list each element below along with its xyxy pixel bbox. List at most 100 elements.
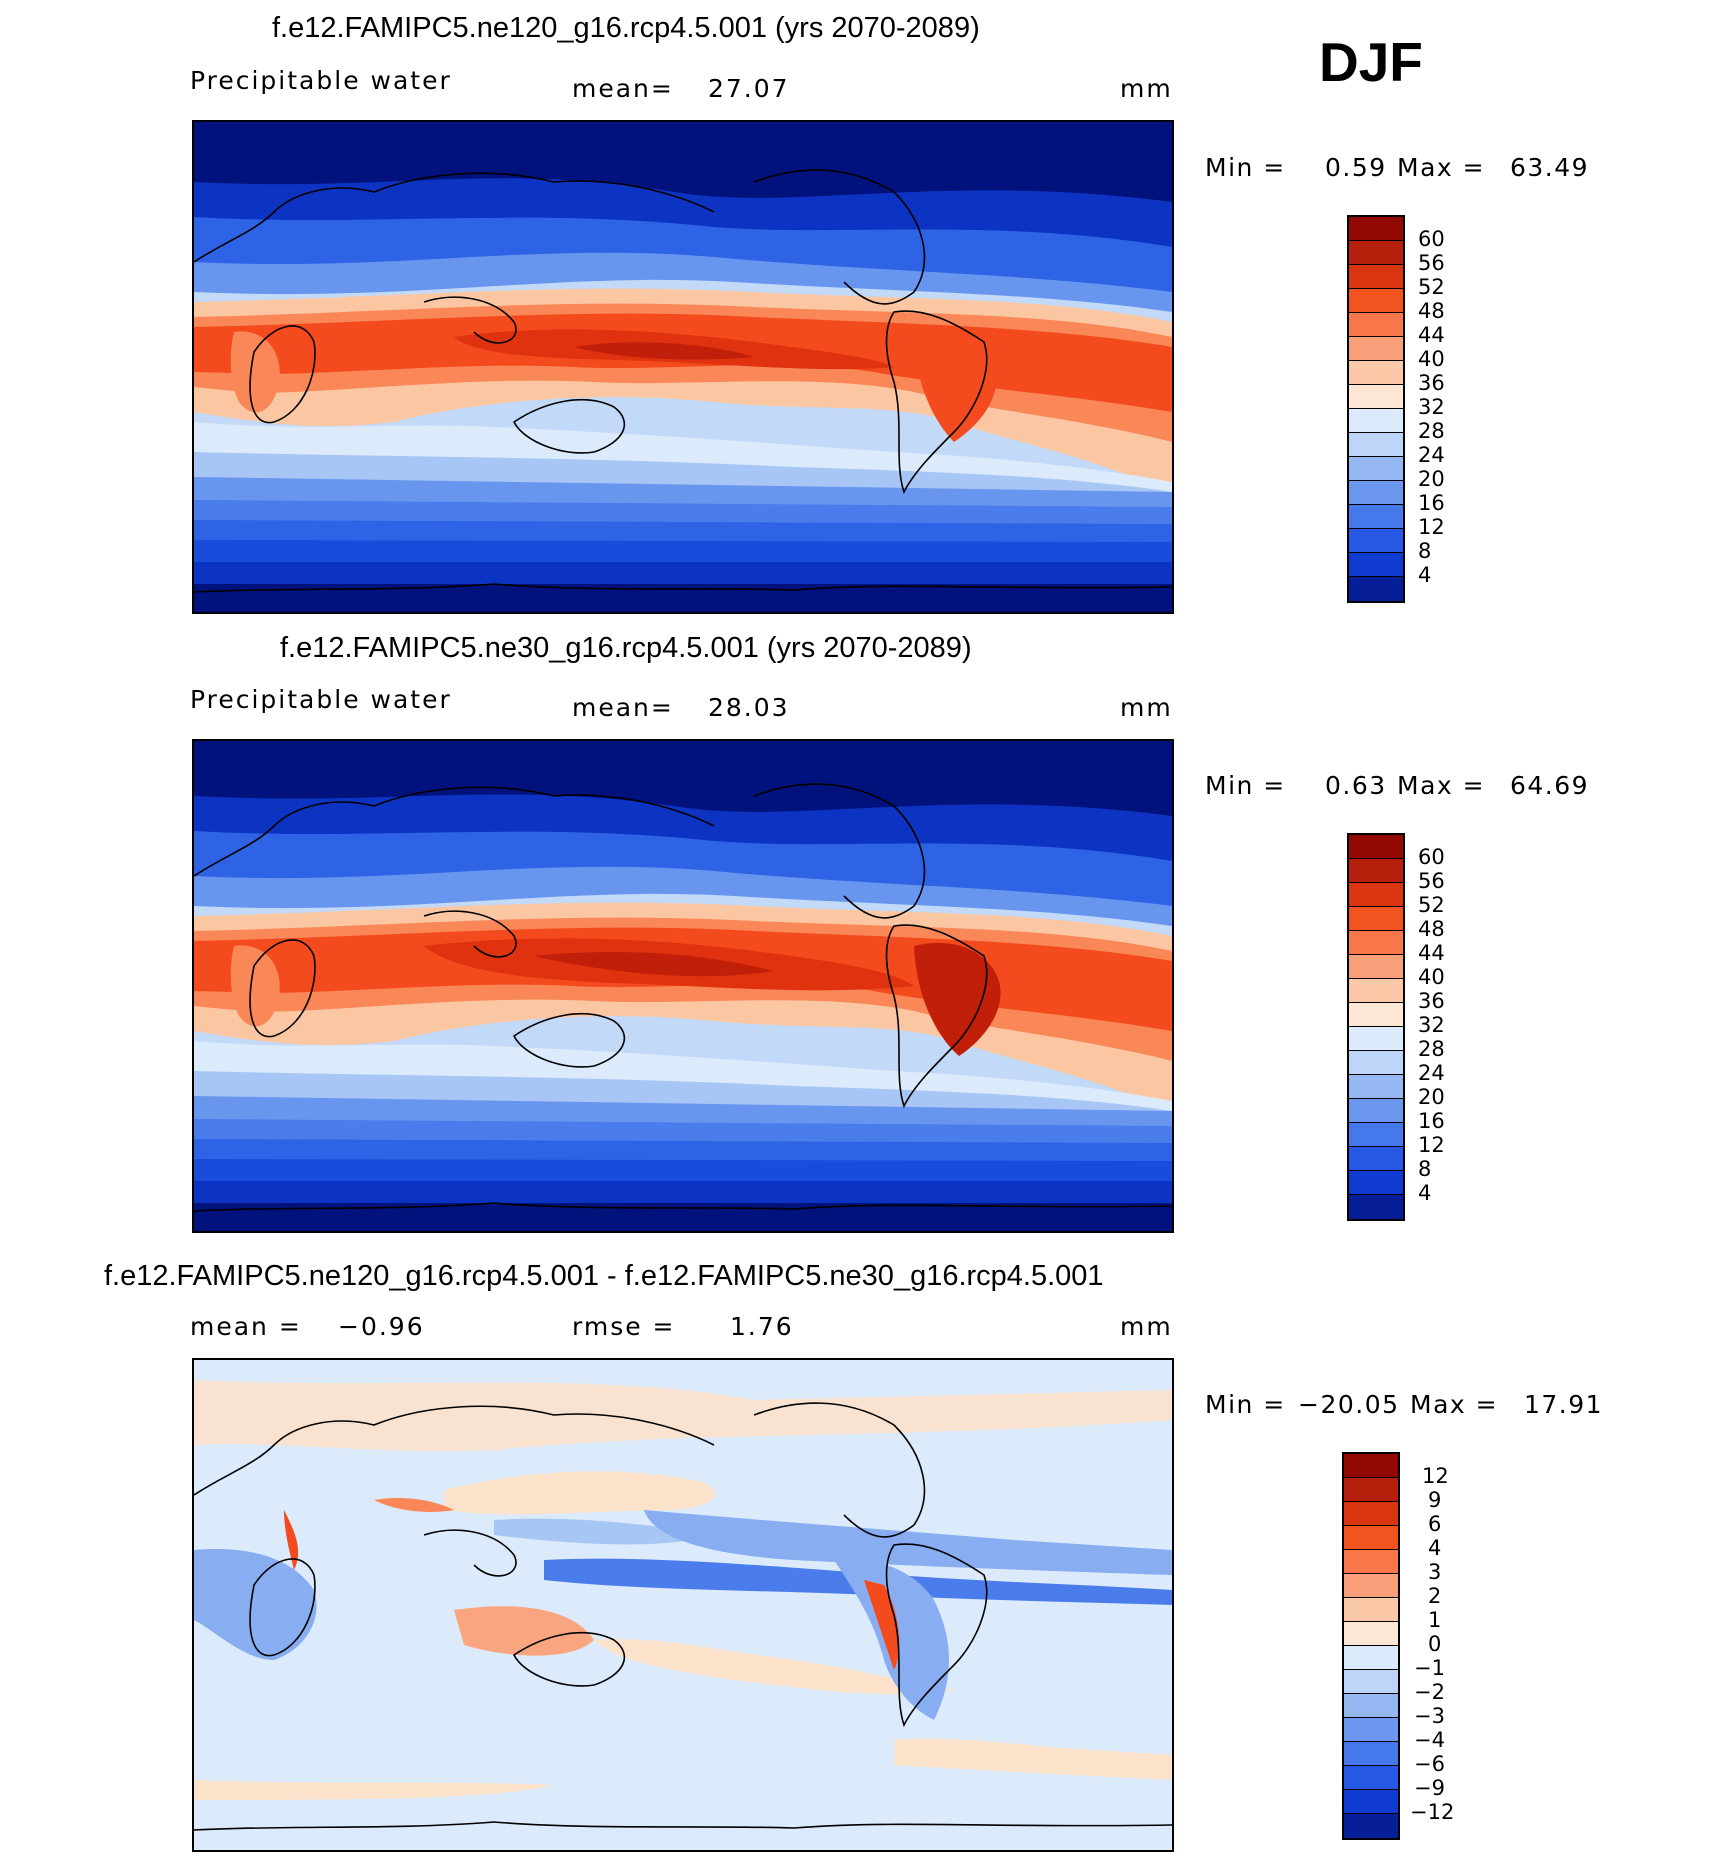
panel-2-tick: 40	[1418, 965, 1445, 989]
panel-2-tick: 20	[1418, 1085, 1445, 1109]
panel-2-tick: 56	[1418, 869, 1445, 893]
panel-3-tick: 0	[1428, 1632, 1442, 1656]
panel-1-variable-label: Precipitable water	[190, 66, 452, 95]
panel-3-rmse-label: rmse =	[572, 1312, 676, 1341]
panel-3-swatch	[1344, 1454, 1398, 1478]
panel-2-swatch	[1349, 1171, 1403, 1195]
panel-3-rmse-value: 1.76	[730, 1312, 794, 1341]
panel-2-tick: 12	[1418, 1133, 1445, 1157]
panel-2-swatch	[1349, 859, 1403, 883]
panel-3-swatch	[1344, 1718, 1398, 1742]
panel-3-tick: 3	[1428, 1560, 1442, 1584]
panel-2-tick: 36	[1418, 989, 1445, 1013]
panel-2-swatch	[1349, 1075, 1403, 1099]
panel-2-swatch	[1349, 979, 1403, 1003]
panel-2-tick: 8	[1418, 1157, 1432, 1181]
panel-2-variable-label: Precipitable water	[190, 685, 452, 714]
panel-1-swatch	[1349, 529, 1403, 553]
panel-3-tick: −12	[1410, 1800, 1455, 1824]
panel-3-swatch	[1344, 1574, 1398, 1598]
panel-1-tick: 40	[1418, 347, 1445, 371]
panel-3-map	[192, 1358, 1174, 1852]
panel-3-swatch	[1344, 1646, 1398, 1670]
panel-2-field	[194, 741, 1172, 1231]
panel-1-swatch	[1349, 409, 1403, 433]
panel-3-mean-value: −0.96	[338, 1312, 425, 1341]
panel-1-tick: 12	[1418, 515, 1445, 539]
panel-3-units: mm	[1120, 1312, 1173, 1341]
panel-2-swatch	[1349, 1123, 1403, 1147]
panel-1-map	[192, 120, 1174, 614]
panel-2-min-label: Min =	[1205, 771, 1286, 800]
panel-1-tick: 20	[1418, 467, 1445, 491]
panel-2-tick: 16	[1418, 1109, 1445, 1133]
panel-1-tick: 36	[1418, 371, 1445, 395]
panel-1-min-value: 0.59	[1325, 153, 1387, 182]
panel-2-swatch	[1349, 931, 1403, 955]
panel-2-max-label: Max =	[1397, 771, 1486, 800]
panel-3-max-label: Max =	[1410, 1390, 1499, 1419]
panel-1-swatch	[1349, 361, 1403, 385]
panel-1-swatch	[1349, 385, 1403, 409]
panel-2-swatch	[1349, 1003, 1403, 1027]
panel-1-swatch	[1349, 265, 1403, 289]
panel-2-tick: 52	[1418, 893, 1445, 917]
panel-1-colorbar	[1347, 215, 1405, 603]
panel-3-tick: −3	[1414, 1704, 1445, 1728]
panel-1-mean-value: 27.07	[708, 74, 790, 103]
panel-1-tick: 32	[1418, 395, 1445, 419]
panel-3-max-value: 17.91	[1524, 1390, 1604, 1419]
panel-3-swatch	[1344, 1670, 1398, 1694]
panel-3-tick: −4	[1414, 1728, 1445, 1752]
panel-1-tick: 24	[1418, 443, 1445, 467]
panel-3-colorbar	[1342, 1452, 1400, 1840]
panel-3-tick: 4	[1428, 1536, 1442, 1560]
panel-1-swatch	[1349, 241, 1403, 265]
panel-2-swatch	[1349, 1195, 1403, 1219]
panel-1-swatch	[1349, 433, 1403, 457]
panel-3-field	[194, 1360, 1172, 1850]
panel-3-swatch	[1344, 1790, 1398, 1814]
panel-2-max-value: 64.69	[1510, 771, 1590, 800]
panel-2-map	[192, 739, 1174, 1233]
panel-1-title: f.e12.FAMIPC5.ne120_g16.rcp4.5.001 (yrs …	[272, 12, 980, 44]
panel-1-swatch	[1349, 337, 1403, 361]
panel-1-tick: 60	[1418, 227, 1445, 251]
panel-2-swatch	[1349, 955, 1403, 979]
panel-3-swatch	[1344, 1622, 1398, 1646]
panel-1-field	[194, 122, 1172, 612]
panel-1-swatch	[1349, 313, 1403, 337]
panel-1-swatch	[1349, 577, 1403, 601]
panel-2-swatch	[1349, 835, 1403, 859]
panel-3-tick: −9	[1414, 1776, 1445, 1800]
panel-3-tick: 12	[1422, 1464, 1449, 1488]
panel-1-max-value: 63.49	[1510, 153, 1590, 182]
panel-1-swatch	[1349, 553, 1403, 577]
panel-1-tick: 4	[1418, 563, 1432, 587]
panel-2-swatch	[1349, 907, 1403, 931]
panel-1-tick: 44	[1418, 323, 1445, 347]
season-label: DJF	[1319, 31, 1423, 93]
panel-1-min-label: Min =	[1205, 153, 1286, 182]
panel-3-mean-label: mean =	[190, 1312, 302, 1341]
panel-1-tick: 16	[1418, 491, 1445, 515]
panel-3-swatch	[1344, 1766, 1398, 1790]
panel-2-min-value: 0.63	[1325, 771, 1387, 800]
panel-2-tick: 48	[1418, 917, 1445, 941]
panel-3-min-value: −20.05	[1298, 1390, 1400, 1419]
panel-3-swatch	[1344, 1694, 1398, 1718]
panel-1-tick: 28	[1418, 419, 1445, 443]
panel-2-mean-value: 28.03	[708, 693, 790, 722]
panel-1-tick: 52	[1418, 275, 1445, 299]
panel-1-swatch	[1349, 457, 1403, 481]
panel-2-tick: 44	[1418, 941, 1445, 965]
panel-3-title: f.e12.FAMIPC5.ne120_g16.rcp4.5.001 - f.e…	[104, 1260, 1104, 1292]
panel-2-swatch	[1349, 1051, 1403, 1075]
panel-3-swatch	[1344, 1502, 1398, 1526]
panel-3-tick: −6	[1414, 1752, 1445, 1776]
panel-2-tick: 24	[1418, 1061, 1445, 1085]
panel-3-tick: 2	[1428, 1584, 1442, 1608]
panel-1-swatch	[1349, 481, 1403, 505]
panel-3-swatch	[1344, 1598, 1398, 1622]
panel-3-tick: 9	[1428, 1488, 1442, 1512]
